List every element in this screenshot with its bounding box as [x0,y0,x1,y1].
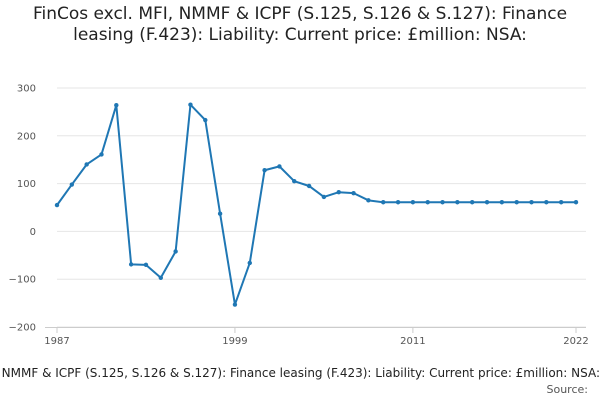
y-axis-ticks: 300 200 100 0 −100 −200 [9,84,36,334]
y-tick-label: 200 [17,131,36,142]
data-point [217,211,223,216]
data-point [470,200,475,205]
gridlines [57,87,586,328]
y-tick-label: 0 [30,227,36,238]
x-tick-label: 2022 [563,336,588,347]
data-point [529,200,534,205]
series-line [56,103,576,306]
data-point [455,200,460,205]
data-point [232,302,238,307]
data-point [247,260,252,266]
data-point [321,194,327,200]
y-tick-label: 100 [17,179,36,190]
data-point [84,162,89,167]
data-point [262,168,267,173]
x-axis-ticks: 1987 1999 2011 2022 [44,336,588,347]
data-point [99,152,104,157]
data-point [425,200,430,205]
data-point [114,103,119,108]
data-point [188,102,193,107]
data-point [440,200,445,205]
data-point [203,117,208,123]
source-label: Source: [546,383,589,396]
data-point [410,200,416,205]
data-point [381,200,386,205]
x-tick-label: 1999 [222,336,247,347]
chart-title: FinCos excl. MFI, NMMF & ICPF (S.125, S.… [32,4,568,45]
y-tick-label: −100 [9,275,36,286]
axes [45,327,586,333]
data-point [306,183,312,189]
data-point [366,198,371,203]
data-point [277,164,282,169]
series-layer [54,102,579,307]
data-point [484,200,490,205]
data-point [558,200,564,205]
data-point [336,190,341,195]
x-tick-label: 2011 [400,336,425,347]
data-point [54,202,60,208]
data-point [143,262,149,268]
data-point [499,200,505,205]
data-point [514,200,519,205]
data-point [544,200,549,205]
data-point [573,200,579,205]
data-point [395,200,401,205]
y-tick-label: −200 [9,323,36,334]
data-point [158,275,163,280]
x-tick-label: 1987 [44,336,69,347]
data-point [173,249,178,254]
data-point [351,190,356,196]
data-point [128,262,134,267]
data-point [292,179,297,184]
legend: FinCos excl. MFI, NMMF & ICPF (S.125, S.… [0,366,600,382]
y-tick-label: 300 [17,84,36,95]
data-point [69,182,75,187]
legend-entry: FinCos excl. MFI, NMMF & ICPF (S.125, S.… [0,366,600,380]
